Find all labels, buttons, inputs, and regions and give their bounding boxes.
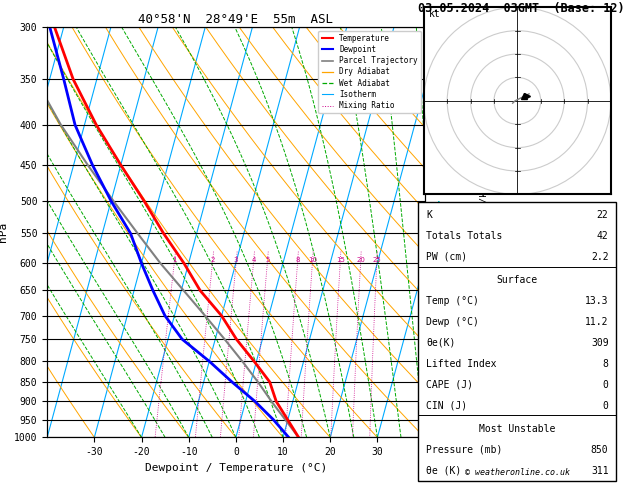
Text: 3: 3 xyxy=(234,257,238,262)
Text: 22: 22 xyxy=(597,210,608,220)
Text: 0: 0 xyxy=(603,380,608,390)
Text: 20: 20 xyxy=(356,257,365,262)
X-axis label: Dewpoint / Temperature (°C): Dewpoint / Temperature (°C) xyxy=(145,463,327,473)
Text: 2: 2 xyxy=(210,257,214,262)
Text: 15: 15 xyxy=(336,257,345,262)
Text: 42: 42 xyxy=(597,231,608,241)
Text: 5: 5 xyxy=(265,257,269,262)
Y-axis label: km
ASL: km ASL xyxy=(442,223,463,241)
Legend: Temperature, Dewpoint, Parcel Trajectory, Dry Adiabat, Wet Adiabat, Isotherm, Mi: Temperature, Dewpoint, Parcel Trajectory… xyxy=(318,31,421,113)
Text: 8: 8 xyxy=(295,257,300,262)
Text: 311: 311 xyxy=(591,466,608,476)
Text: LCL: LCL xyxy=(432,422,447,432)
Text: kt: kt xyxy=(428,9,440,18)
Text: 0: 0 xyxy=(603,401,608,411)
Text: Pressure (mb): Pressure (mb) xyxy=(426,445,503,455)
Text: 8: 8 xyxy=(603,359,608,369)
Text: Dewp (°C): Dewp (°C) xyxy=(426,317,479,327)
Text: 2.2: 2.2 xyxy=(591,252,608,262)
Text: 25: 25 xyxy=(372,257,381,262)
Text: Lifted Index: Lifted Index xyxy=(426,359,497,369)
Text: 10: 10 xyxy=(308,257,317,262)
Text: © weatheronline.co.uk: © weatheronline.co.uk xyxy=(465,468,570,477)
Text: 11.2: 11.2 xyxy=(585,317,608,327)
Text: 13.3: 13.3 xyxy=(585,296,608,306)
Text: Mixing Ratio (g/kg): Mixing Ratio (g/kg) xyxy=(481,181,489,283)
Text: 850: 850 xyxy=(591,445,608,455)
Text: 309: 309 xyxy=(591,338,608,348)
Title: 40°58'N  28°49'E  55m  ASL: 40°58'N 28°49'E 55m ASL xyxy=(138,13,333,26)
Text: Temp (°C): Temp (°C) xyxy=(426,296,479,306)
Text: CAPE (J): CAPE (J) xyxy=(426,380,473,390)
Text: 4: 4 xyxy=(252,257,255,262)
Text: Totals Totals: Totals Totals xyxy=(426,231,503,241)
Text: θe (K): θe (K) xyxy=(426,466,462,476)
Text: 03.05.2024  03GMT  (Base: 12): 03.05.2024 03GMT (Base: 12) xyxy=(418,2,625,16)
Text: Most Unstable: Most Unstable xyxy=(479,424,555,434)
Text: CIN (J): CIN (J) xyxy=(426,401,467,411)
Text: θe(K): θe(K) xyxy=(426,338,455,348)
Text: K: K xyxy=(426,210,432,220)
Text: 1: 1 xyxy=(172,257,177,262)
Text: Surface: Surface xyxy=(497,275,538,285)
Text: PW (cm): PW (cm) xyxy=(426,252,467,262)
Y-axis label: hPa: hPa xyxy=(0,222,8,242)
